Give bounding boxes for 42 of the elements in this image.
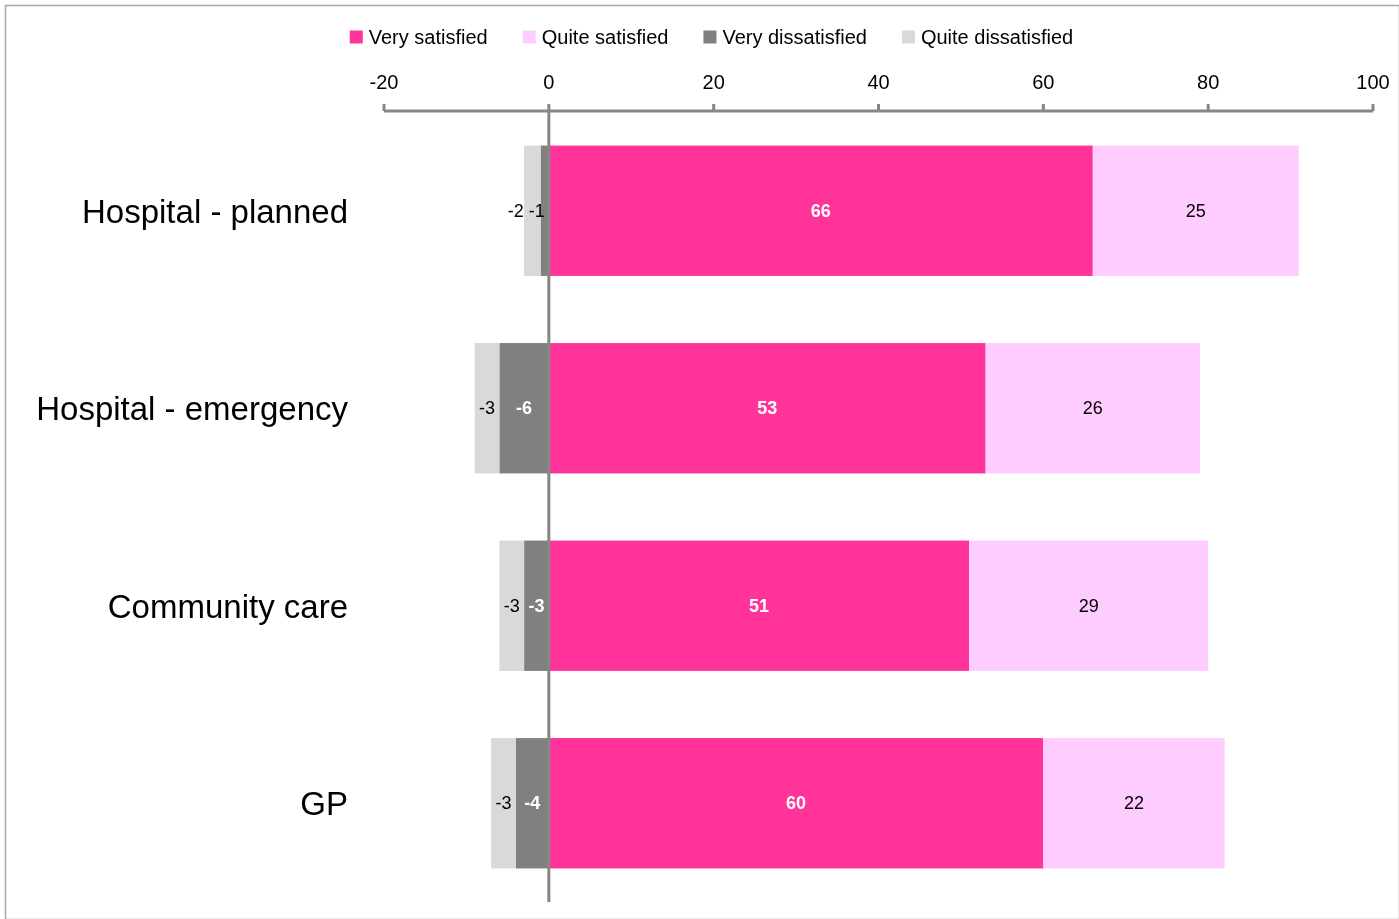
data-label: -1 bbox=[528, 200, 545, 221]
data-label: 51 bbox=[748, 595, 770, 616]
x-tick-label: 100 bbox=[1356, 71, 1390, 93]
legend-label: Quite satisfied bbox=[541, 26, 669, 48]
bar bbox=[1043, 738, 1225, 869]
bar bbox=[474, 343, 500, 474]
x-tick-label: 60 bbox=[1032, 71, 1055, 93]
data-label: -6 bbox=[516, 398, 533, 419]
bar bbox=[985, 343, 1200, 474]
x-tick-label: 0 bbox=[543, 71, 555, 93]
data-label: -3 bbox=[495, 793, 512, 814]
x-tick-label: 40 bbox=[867, 71, 890, 93]
bar bbox=[548, 145, 1093, 276]
data-label: -3 bbox=[503, 595, 520, 616]
data-label: -3 bbox=[528, 595, 545, 616]
bar bbox=[548, 540, 970, 671]
data-label: 25 bbox=[1185, 200, 1206, 221]
bar bbox=[969, 540, 1209, 671]
data-label: 26 bbox=[1082, 398, 1103, 419]
legend-label: Quite dissatisfied bbox=[920, 26, 1074, 48]
x-tick-label: 80 bbox=[1197, 71, 1220, 93]
data-label: 66 bbox=[810, 200, 831, 221]
data-label: -3 bbox=[479, 398, 496, 419]
x-tick-label: 20 bbox=[702, 71, 725, 93]
bar bbox=[499, 540, 525, 671]
bar bbox=[1092, 145, 1299, 276]
bar bbox=[548, 343, 986, 474]
bar bbox=[548, 738, 1044, 869]
legend-label: Very dissatisfied bbox=[722, 26, 867, 48]
data-label: 29 bbox=[1078, 595, 1099, 616]
data-label: 60 bbox=[786, 793, 807, 814]
y-tick-label: GP bbox=[300, 784, 348, 822]
legend-label: Very satisfied bbox=[368, 26, 488, 48]
data-label: 22 bbox=[1123, 793, 1145, 814]
y-tick-label: Hospital - emergency bbox=[36, 389, 349, 427]
data-label: -4 bbox=[524, 793, 541, 814]
y-tick-label: Community care bbox=[107, 587, 348, 625]
data-label: 53 bbox=[757, 398, 778, 419]
bar bbox=[491, 738, 516, 869]
y-tick-label: Hospital - planned bbox=[82, 192, 348, 230]
x-tick-label: -20 bbox=[369, 71, 399, 93]
data-label: -2 bbox=[507, 200, 524, 221]
